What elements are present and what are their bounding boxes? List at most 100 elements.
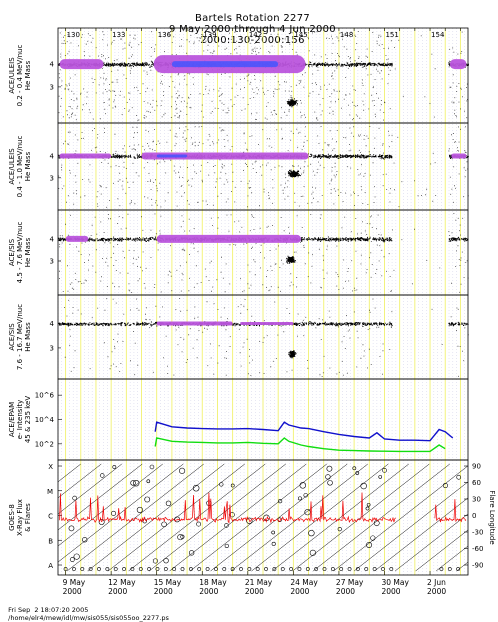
- rotation-line: [58, 463, 184, 563]
- x-tick-day: 30 May: [381, 578, 409, 587]
- ylabel-line: X-Ray Flux: [16, 499, 24, 536]
- ylabel-panel-3: ACE/SIS 4.5 - 7.6 MeV/nuc He Mass: [8, 222, 32, 284]
- y-tick-label: 3: [50, 258, 54, 266]
- footer: Fri Sep 2 18:07:20 2005 /home/elr4/mew/i…: [4, 598, 494, 622]
- rotation-line: [271, 463, 409, 572]
- flare-marker: [100, 473, 105, 478]
- ylabel-line: & Flares: [24, 503, 32, 532]
- flare-marker: [82, 537, 88, 543]
- flare-marker: [179, 467, 186, 474]
- flare-marker: [247, 567, 252, 571]
- flare-marker: [299, 482, 307, 489]
- epam-y-tick-label: 10^2: [35, 440, 54, 448]
- flare-marker: [130, 480, 136, 486]
- panel-frame-6: [57, 459, 469, 576]
- flare-marker: [366, 502, 371, 507]
- doy-tick-label: 142: [249, 31, 262, 39]
- flare-marker: [327, 480, 333, 486]
- x-tick-day: 21 May: [245, 578, 273, 587]
- rotation-line: [210, 463, 348, 572]
- y-tick-label: 4: [50, 153, 55, 161]
- scatter-panel-1: 43: [50, 31, 469, 121]
- flare-marker: [277, 498, 283, 504]
- longitude-tick-label: 30: [472, 496, 481, 504]
- flare-marker: [456, 567, 461, 571]
- flare-marker: [105, 567, 110, 571]
- mass-band: [59, 153, 112, 159]
- flare-marker: [326, 465, 333, 472]
- flare-marker: [381, 567, 385, 571]
- longitude-tick-label: 90: [472, 463, 481, 471]
- flare-marker: [163, 567, 168, 571]
- flare-marker: [111, 510, 117, 516]
- ylabel-line: e- Intensity: [16, 400, 24, 440]
- ylabel-line: 7.6 - 16.7 MeV/nuc: [16, 304, 24, 370]
- flare-marker: [322, 567, 327, 571]
- flare-marker: [80, 567, 85, 571]
- flare-marker: [239, 567, 243, 571]
- flare-marker: [389, 567, 394, 571]
- mass-band: [59, 59, 104, 70]
- flare-marker: [339, 567, 344, 571]
- rotation-line: [353, 481, 468, 572]
- ylabel-line: 45 & 235 keV: [24, 396, 32, 444]
- x-tick-day: 2 Jun: [427, 578, 446, 587]
- x-tick-year: 2000: [336, 587, 355, 596]
- flare-marker: [180, 534, 185, 539]
- flare-marker: [230, 567, 235, 571]
- rotation-line: [251, 463, 389, 572]
- bartels-rotation-label: Bartels Rotation 2277: [194, 13, 311, 24]
- ylabel-line: He Mass: [24, 237, 32, 267]
- y-tick-label: 3: [50, 83, 54, 91]
- flare-marker: [224, 523, 229, 528]
- mass-band: [156, 321, 233, 326]
- flare-marker: [355, 471, 360, 475]
- rotation-line: [87, 463, 225, 572]
- rotation-line: [312, 463, 450, 572]
- doy-tick-label: 139: [203, 31, 216, 39]
- flare-marker: [447, 567, 452, 571]
- epam-series-2: [154, 437, 446, 453]
- rotation-line: [58, 463, 163, 547]
- flare-marker: [73, 553, 80, 560]
- flare-marker: [205, 567, 210, 571]
- x-tick-year: 2000: [290, 587, 309, 596]
- flare-marker: [88, 567, 93, 571]
- ylabel-line: He Mass: [24, 322, 32, 352]
- mass-band: [451, 153, 467, 159]
- flare-marker: [382, 468, 387, 473]
- secondary-cluster: [288, 350, 297, 359]
- rotation-line: [169, 463, 307, 572]
- longitude-tick-label: -90: [472, 562, 483, 570]
- x-tick-day: 27 May: [336, 578, 364, 587]
- mass-band: [156, 234, 301, 243]
- secondary-cluster: [286, 255, 296, 264]
- flare-marker: [165, 500, 172, 507]
- flare-marker: [280, 567, 285, 571]
- doy-tick-label: 130: [67, 31, 80, 39]
- flare-marker: [224, 543, 229, 549]
- y-tick-label: 4: [50, 61, 55, 69]
- epam-series-1: [154, 421, 454, 442]
- ylabel-line: GOES-8: [8, 504, 16, 531]
- longitude-tick-label: -30: [472, 529, 483, 537]
- flare-marker: [370, 535, 376, 541]
- mass-band: [65, 235, 89, 242]
- x-tick-year: 2000: [427, 587, 446, 596]
- ylabel-line: ACE/ULEIS: [8, 57, 16, 94]
- flare-marker: [289, 567, 293, 571]
- rotation-line: [66, 463, 204, 572]
- flare-marker: [172, 567, 177, 571]
- ylabel-line: ACE/SIS: [8, 323, 16, 351]
- doy-range-label: 2000:130-2000:156: [200, 35, 305, 46]
- flare-marker: [98, 519, 105, 525]
- x-tick-year: 2000: [154, 587, 173, 596]
- flare-marker: [364, 567, 369, 571]
- flare-marker: [264, 567, 268, 571]
- ylabel-line: 0.2 - 0.4 MeV/nuc: [16, 45, 24, 107]
- rotation-line: [58, 463, 81, 483]
- x-tick-year: 2000: [245, 587, 264, 596]
- flare-marker: [177, 534, 184, 541]
- flare-marker: [229, 512, 235, 518]
